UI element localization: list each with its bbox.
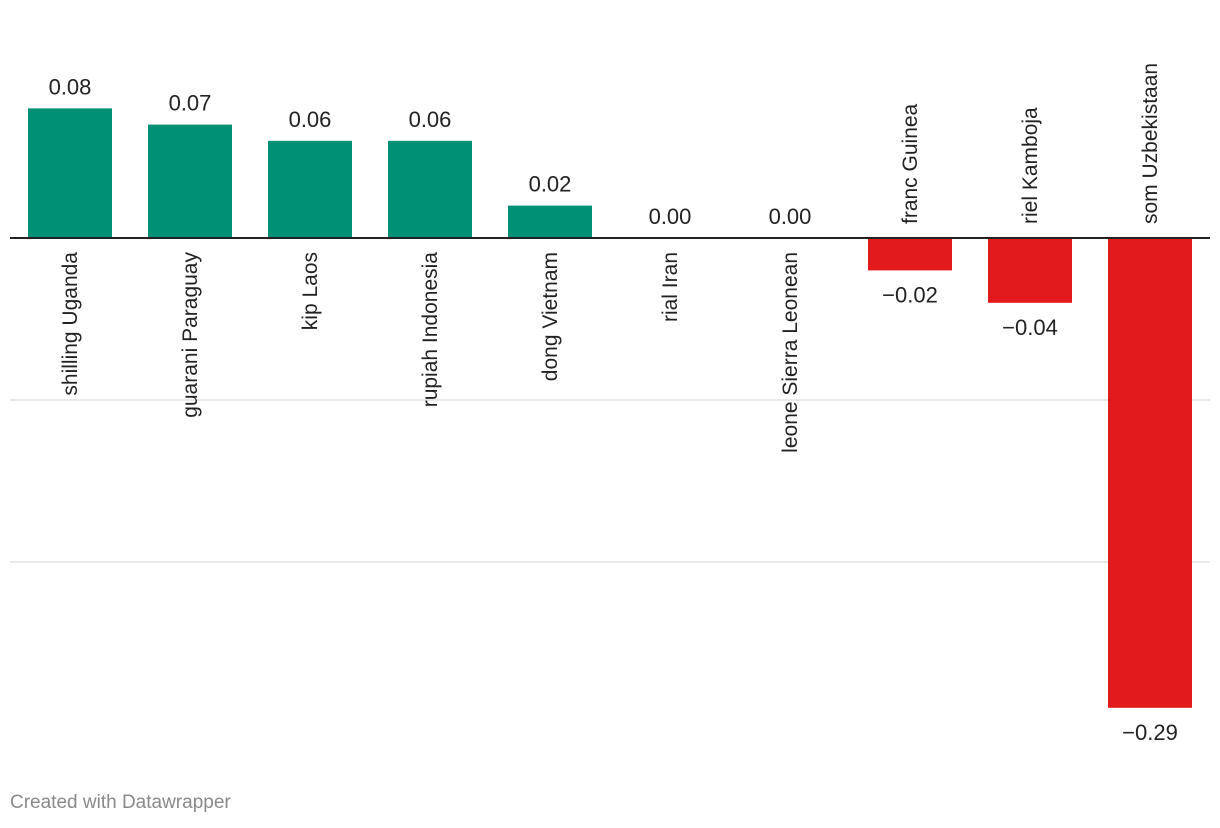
bar [28,108,112,239]
bar [508,205,592,238]
category-label: dong Vietnam [539,252,562,381]
value-label: 0.08 [49,74,92,99]
bar [988,238,1072,303]
credit-text: Created with Datawrapper [10,792,231,813]
category-label: riel Kamboja [1019,107,1042,224]
value-label: −0.04 [1002,315,1058,340]
category-label: rial Iran [659,252,682,322]
category-label: leone Sierra Leonean [779,252,802,453]
value-label: −0.02 [882,282,938,307]
value-label: 0.02 [529,172,572,197]
category-label: franc Guinea [899,103,922,224]
bar [1108,238,1192,708]
bar [868,238,952,271]
category-label: rupiah Indonesia [419,252,442,408]
value-label: 0.07 [169,91,212,116]
value-label: −0.29 [1122,720,1178,745]
category-label: som Uzbekistaan [1139,63,1162,224]
bar [148,124,232,238]
category-label: kip Laos [299,252,322,330]
value-label: 0.00 [769,204,812,229]
category-label: guarani Paraguay [179,252,202,418]
bar [388,140,472,238]
category-label: shilling Uganda [59,252,82,396]
value-label: 0.00 [649,204,692,229]
value-label: 0.06 [409,107,452,132]
bar [268,140,352,238]
value-label: 0.06 [289,107,332,132]
